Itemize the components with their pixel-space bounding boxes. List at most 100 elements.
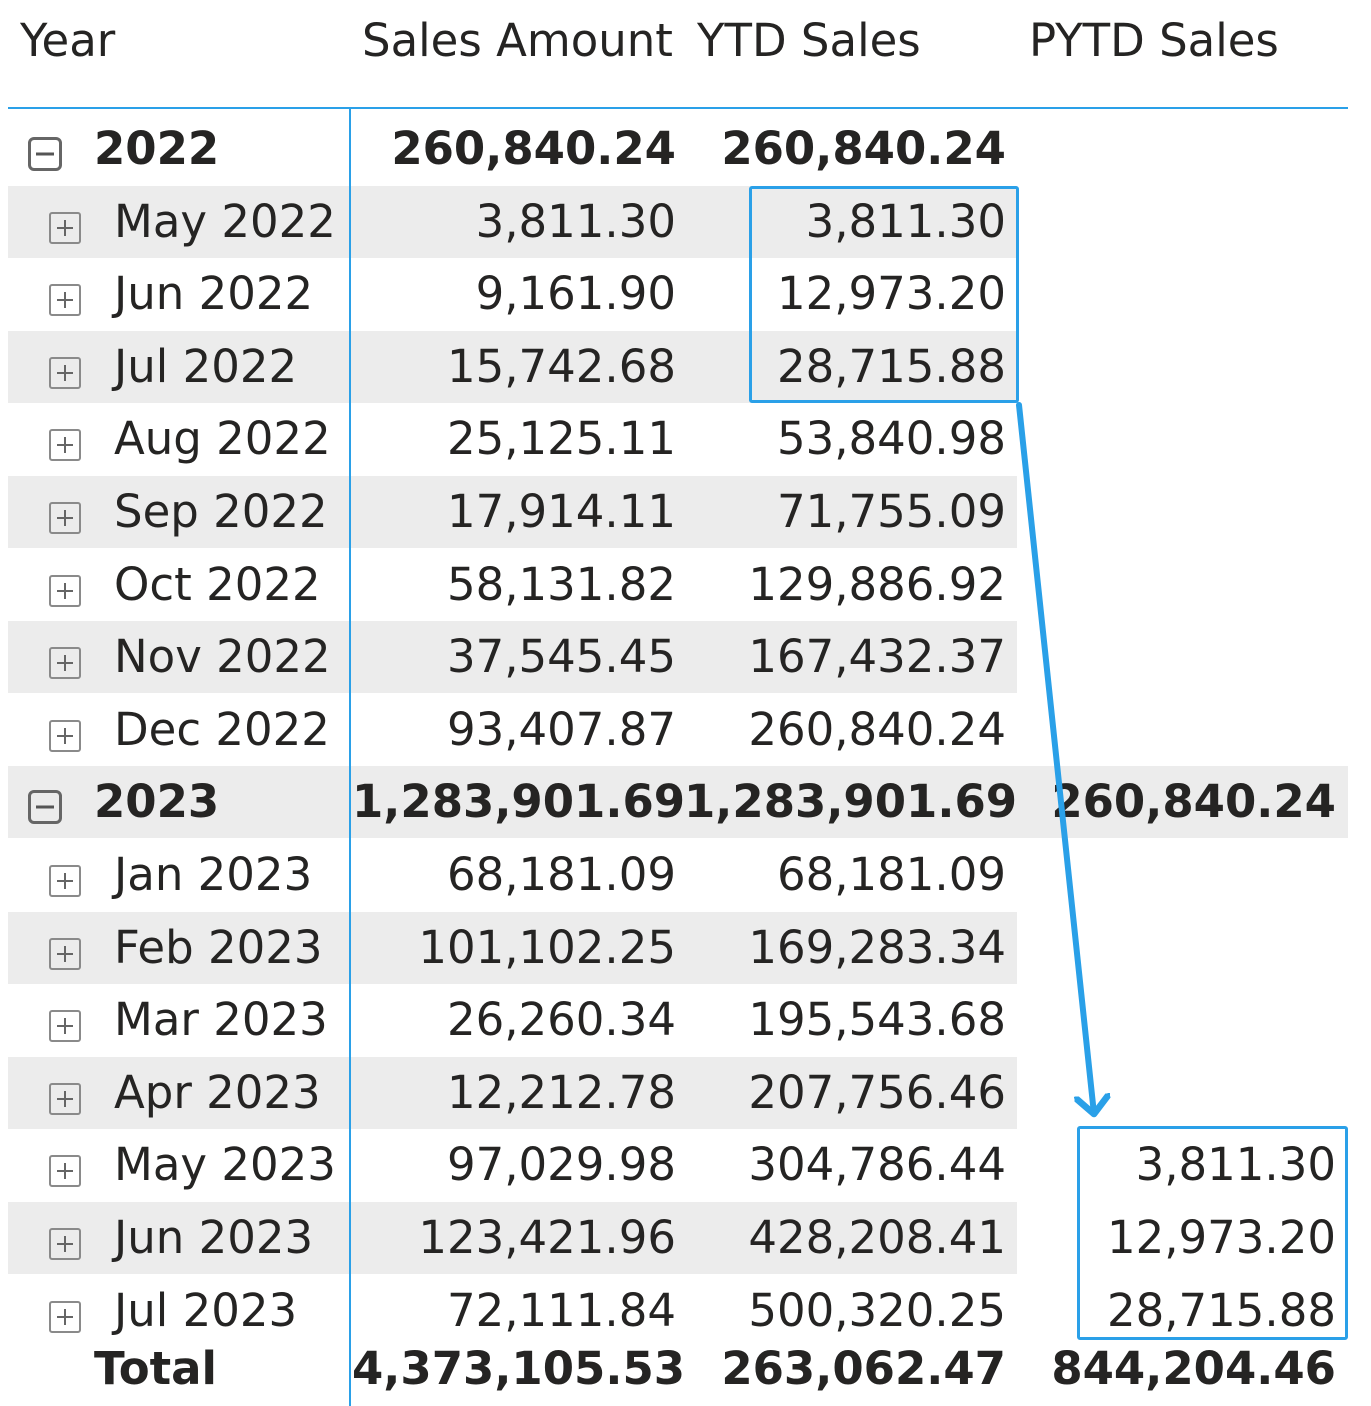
expand-icon[interactable] — [49, 1010, 81, 1043]
collapse-icon[interactable] — [28, 790, 62, 825]
month-row: May 2023 97,029.98 304,786.44 3,811.30 — [8, 1129, 1348, 1201]
pytd-sales-cell: 260,840.24 — [1051, 775, 1336, 829]
year-row: 2023 1,283,901.69 1,283,901.69 260,840.24 — [8, 766, 1348, 839]
sales-amount-cell: 25,125.11 — [446, 412, 676, 466]
ytd-sales-cell: 260,840.24 — [748, 702, 1006, 756]
month-row: Oct 2022 58,131.82 129,886.92 — [8, 549, 1348, 621]
expand-icon[interactable] — [49, 284, 81, 317]
month-row: Jan 2023 68,181.09 68,181.09 — [8, 839, 1348, 911]
ytd-sales-cell: 12,973.20 — [776, 267, 1006, 321]
row-label: Apr 2023 — [114, 1065, 321, 1119]
sales-amount-cell: 17,914.11 — [446, 485, 676, 538]
sales-amount-cell: 93,407.87 — [446, 702, 676, 756]
collapse-icon[interactable] — [28, 137, 62, 171]
ytd-sales-cell: 68,181.09 — [776, 848, 1006, 901]
row-label: Jul 2023 — [114, 1283, 298, 1337]
pytd-sales-cell: 3,811.30 — [1135, 1138, 1336, 1192]
expand-icon[interactable] — [49, 574, 81, 607]
expand-icon[interactable] — [49, 865, 81, 897]
column-header-ytd-sales[interactable]: YTD Sales — [697, 14, 921, 67]
ytd-sales-cell: 428,208.41 — [748, 1211, 1006, 1264]
row-label: Mar 2023 — [114, 993, 328, 1047]
expand-icon[interactable] — [49, 429, 81, 462]
ytd-sales-cell: 1,283,901.69 — [684, 775, 1018, 829]
sales-amount-cell: 68,181.09 — [446, 848, 676, 901]
ytd-sales-cell: 260,840.24 — [721, 122, 1006, 175]
header-divider — [8, 107, 1348, 109]
month-row: Jun 2022 9,161.90 12,973.20 — [8, 258, 1348, 330]
row-label: 2022 — [94, 122, 220, 175]
row-label: Jan 2023 — [114, 848, 313, 901]
row-label: Jun 2023 — [114, 1211, 314, 1264]
row-label: May 2022 — [114, 194, 336, 248]
row-label: Nov 2022 — [114, 630, 331, 684]
ytd-sales-cell: 28,715.88 — [776, 339, 1006, 393]
expand-icon[interactable] — [49, 719, 81, 752]
sales-amount-cell: 12,212.78 — [446, 1065, 676, 1119]
month-row: Mar 2023 26,260.34 195,543.68 — [8, 984, 1348, 1056]
pytd-sales-cell: 12,973.20 — [1106, 1211, 1336, 1264]
column-header-sales-amount[interactable]: Sales Amount — [362, 14, 673, 67]
ytd-sales-cell: 207,756.46 — [748, 1065, 1006, 1119]
row-label: Feb 2023 — [114, 920, 323, 974]
month-row: May 2022 3,811.30 3,811.30 — [8, 185, 1348, 258]
total-ytd-sales: 263,062.47 — [721, 1342, 1006, 1395]
highlight-box-pytd-2023 — [1077, 1126, 1348, 1340]
month-row: Jun 2023 123,421.96 428,208.41 12,973.20 — [8, 1202, 1348, 1274]
sales-amount-cell: 26,260.34 — [446, 993, 676, 1047]
row-label: 2023 — [94, 775, 220, 829]
total-row: Total 4,373,105.53 263,062.47 844,204.46 — [8, 1333, 1348, 1405]
expand-icon[interactable] — [49, 1082, 81, 1115]
month-row: Sep 2022 17,914.11 71,755.09 — [8, 476, 1348, 548]
month-row: Feb 2023 101,102.25 169,283.34 — [8, 911, 1348, 984]
expand-icon[interactable] — [49, 1155, 81, 1188]
expand-icon[interactable] — [49, 1300, 81, 1333]
sales-amount-cell: 97,029.98 — [446, 1138, 676, 1192]
ytd-sales-cell: 71,755.09 — [776, 485, 1006, 538]
ytd-sales-cell: 129,886.92 — [748, 557, 1006, 611]
sales-amount-cell: 260,840.24 — [391, 122, 676, 175]
expand-icon[interactable] — [49, 937, 81, 970]
month-row: Jul 2022 15,742.68 28,715.88 — [8, 330, 1348, 403]
row-label: Jun 2022 — [114, 267, 314, 321]
row-label: Jul 2022 — [114, 339, 298, 393]
sales-amount-cell: 123,421.96 — [418, 1211, 676, 1264]
sales-amount-cell: 58,131.82 — [446, 557, 676, 611]
total-sales-amount: 4,373,105.53 — [352, 1342, 686, 1395]
sales-amount-cell: 37,545.45 — [446, 630, 676, 684]
ytd-sales-cell: 3,811.30 — [805, 194, 1006, 248]
expand-icon[interactable] — [49, 211, 81, 244]
sales-amount-cell: 101,102.25 — [418, 920, 676, 974]
row-label: Oct 2022 — [114, 557, 321, 611]
ytd-sales-cell: 304,786.44 — [748, 1138, 1006, 1192]
pytd-sales-cell: 28,715.88 — [1106, 1283, 1336, 1337]
sales-amount-cell: 1,283,901.69 — [352, 775, 686, 829]
column-header-year[interactable]: Year — [20, 14, 116, 67]
sales-amount-cell: 9,161.90 — [475, 267, 676, 321]
row-label: Dec 2022 — [114, 702, 330, 756]
expand-icon[interactable] — [49, 502, 81, 534]
expand-icon[interactable] — [49, 647, 81, 680]
expand-icon[interactable] — [49, 356, 81, 389]
sales-amount-cell: 72,111.84 — [446, 1283, 676, 1337]
ytd-sales-cell: 500,320.25 — [748, 1283, 1006, 1337]
month-row: Jul 2023 72,111.84 500,320.25 28,715.88 — [8, 1275, 1348, 1347]
month-row: Nov 2022 37,545.45 167,432.37 — [8, 621, 1348, 694]
total-pytd-sales: 844,204.46 — [1051, 1342, 1336, 1395]
expand-icon[interactable] — [49, 1228, 81, 1260]
ytd-sales-cell: 169,283.34 — [748, 920, 1006, 974]
row-label: Aug 2022 — [114, 412, 331, 466]
month-row: Dec 2022 93,407.87 260,840.24 — [8, 694, 1348, 766]
row-label: Sep 2022 — [114, 485, 328, 538]
ytd-sales-cell: 53,840.98 — [776, 412, 1006, 466]
month-row: Aug 2022 25,125.11 53,840.98 — [8, 403, 1348, 475]
column-header-pytd-sales[interactable]: PYTD Sales — [1029, 14, 1279, 67]
matrix-header: Year Sales Amount YTD Sales PYTD Sales — [0, 0, 1371, 108]
row-label: May 2023 — [114, 1138, 336, 1192]
year-row: 2022 260,840.24 260,840.24 — [8, 113, 1348, 185]
sales-amount-cell: 15,742.68 — [446, 339, 676, 393]
month-row: Apr 2023 12,212.78 207,756.46 — [8, 1056, 1348, 1129]
ytd-sales-cell: 195,543.68 — [748, 993, 1006, 1047]
ytd-sales-cell: 167,432.37 — [748, 630, 1006, 684]
